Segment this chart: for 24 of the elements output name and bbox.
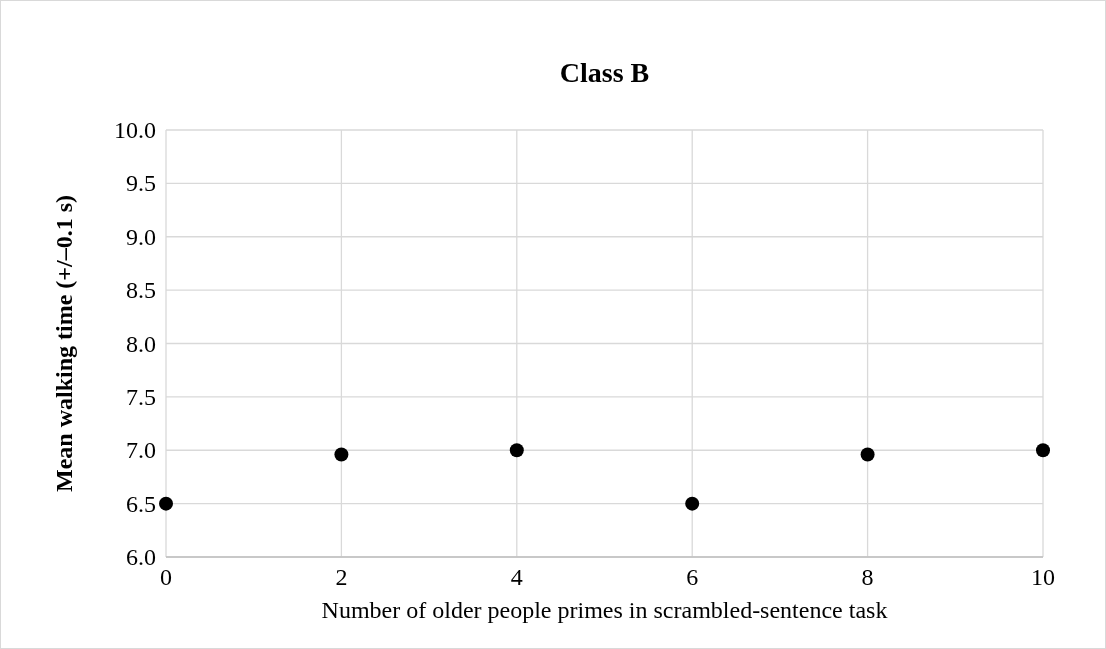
- chart-title: Class B: [559, 57, 650, 88]
- y-tick-label: 6.0: [126, 544, 156, 570]
- x-tick-label: 6: [686, 564, 699, 590]
- y-tick-label: 7.0: [126, 437, 156, 464]
- x-tick-label: 10: [1031, 564, 1055, 590]
- y-tick-label: 7.5: [126, 383, 156, 410]
- y-tick-label: 9.5: [126, 170, 156, 197]
- point: [509, 443, 524, 458]
- point: [1036, 443, 1050, 458]
- point: [334, 447, 349, 462]
- y-tick-label: 9.0: [126, 223, 156, 250]
- x-tick-label: 0: [160, 564, 172, 590]
- y-tick-label: 8.5: [126, 277, 156, 304]
- point: [860, 447, 875, 462]
- x-axis-title: Number of older people primes in scrambled-sentence task: [321, 597, 888, 623]
- point: [159, 496, 173, 511]
- y-tick-label: 8.0: [126, 330, 156, 357]
- point: [685, 496, 700, 511]
- x-tick-label: 2: [335, 564, 348, 590]
- x-tick-label: 8: [861, 564, 874, 590]
- x-tick-label: 4: [510, 564, 523, 590]
- y-axis-title: Mean walking time (+/–0.1 s): [51, 195, 77, 492]
- y-tick-label: 6.5: [126, 490, 156, 517]
- y-tick-label: 10.0: [114, 117, 156, 143]
